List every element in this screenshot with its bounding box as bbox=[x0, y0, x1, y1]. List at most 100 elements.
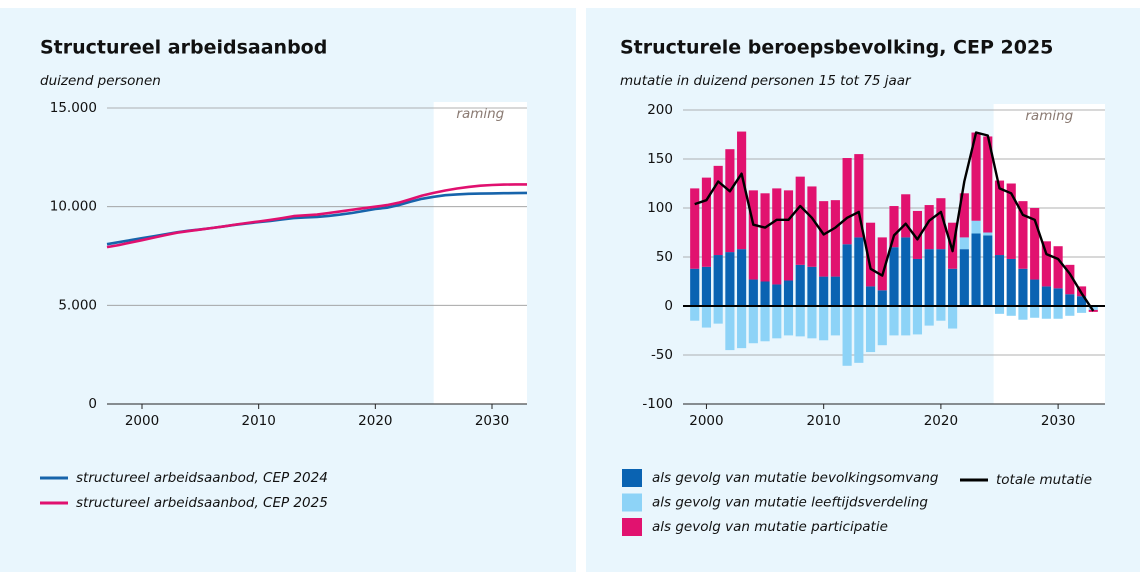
bar-segment bbox=[1030, 306, 1040, 318]
bar-segment bbox=[690, 268, 700, 306]
bar-segment bbox=[748, 190, 758, 280]
bar-segment bbox=[1076, 296, 1087, 306]
bar-segment bbox=[783, 280, 794, 306]
forecast-label: raming bbox=[456, 106, 504, 122]
bar-segment bbox=[725, 149, 735, 253]
x-tick-label: 2030 bbox=[475, 413, 509, 429]
bar-segment bbox=[865, 306, 876, 353]
series-line bbox=[106, 183, 527, 249]
y-tick-label: 100 bbox=[647, 200, 673, 216]
bar-segment bbox=[1041, 241, 1051, 287]
bar-segment bbox=[994, 306, 1005, 314]
bar-segment bbox=[772, 188, 782, 285]
bar-segment bbox=[807, 306, 817, 339]
bar-segment bbox=[1065, 264, 1075, 295]
bar-segment bbox=[877, 290, 887, 306]
bar-segment bbox=[783, 306, 794, 336]
bar-segment bbox=[807, 266, 817, 306]
bar-segment bbox=[807, 186, 817, 267]
bar-segment bbox=[1053, 306, 1063, 319]
legend-swatch bbox=[622, 518, 642, 536]
bar-segment bbox=[819, 201, 829, 277]
series-line bbox=[694, 131, 1095, 312]
bar-segment bbox=[959, 249, 969, 306]
y-tick-label: 15.000 bbox=[50, 100, 97, 116]
bar-segment bbox=[983, 232, 993, 236]
bar-segment bbox=[772, 284, 782, 306]
bar-segment bbox=[748, 279, 758, 306]
bar-segment bbox=[795, 176, 805, 265]
bar-segment bbox=[912, 258, 923, 306]
legend-swatch bbox=[622, 469, 642, 487]
bar-segment bbox=[795, 264, 805, 306]
bar-segment bbox=[924, 205, 934, 250]
bar-segment bbox=[912, 306, 923, 335]
chart-title: Structureel arbeidsaanbod bbox=[40, 37, 327, 59]
y-tick-label: -100 bbox=[642, 396, 673, 412]
bar-segment bbox=[842, 306, 852, 366]
bar-segment bbox=[936, 306, 946, 321]
chart-subtitle: mutatie in duizend personen 15 tot 75 ja… bbox=[620, 73, 912, 89]
bar-segment bbox=[783, 190, 794, 281]
x-tick-label: 2010 bbox=[241, 413, 275, 429]
y-tick-label: -50 bbox=[651, 347, 673, 363]
x-tick-label: 2010 bbox=[806, 413, 840, 429]
bar-segment bbox=[1076, 306, 1087, 313]
x-tick-label: 2030 bbox=[1041, 413, 1075, 429]
bar-segment bbox=[725, 306, 735, 351]
bar-segment bbox=[994, 255, 1005, 306]
bar-segment bbox=[854, 237, 864, 306]
legend-label: als gevolg van mutatie bevolkingsomvang bbox=[652, 470, 939, 486]
bar-segment bbox=[713, 165, 723, 256]
bar-segment bbox=[690, 188, 700, 269]
bar-segment bbox=[737, 249, 747, 306]
bar-segment bbox=[1030, 208, 1040, 280]
bar-segment bbox=[889, 206, 899, 248]
forecast-label: raming bbox=[1025, 108, 1073, 124]
x-tick-label: 2020 bbox=[358, 413, 392, 429]
bar-segment bbox=[1018, 306, 1028, 320]
bar-segment bbox=[1041, 286, 1051, 306]
bar-segment bbox=[865, 286, 876, 306]
bar-segment bbox=[877, 237, 887, 291]
y-tick-label: 150 bbox=[647, 151, 673, 167]
y-tick-label: 0 bbox=[664, 298, 673, 314]
bar-segment bbox=[772, 306, 782, 339]
bar-segment bbox=[830, 200, 840, 277]
bar-segment bbox=[830, 306, 840, 336]
bar-segment bbox=[701, 177, 712, 267]
bar-segment bbox=[760, 281, 770, 306]
x-tick-label: 2000 bbox=[689, 413, 723, 429]
y-tick-label: 5.000 bbox=[58, 297, 97, 313]
bar-segment bbox=[737, 131, 747, 250]
bar-segment bbox=[748, 306, 758, 344]
bar-segment bbox=[901, 306, 911, 336]
bar-segment bbox=[983, 136, 993, 233]
legend-swatch bbox=[622, 493, 642, 512]
bar-segment bbox=[865, 222, 876, 287]
bar-segment bbox=[819, 276, 829, 306]
chart-title: Structurele beroepsbevolking, CEP 2025 bbox=[620, 37, 1053, 59]
bar-segment bbox=[948, 306, 958, 329]
bar-segment bbox=[971, 220, 981, 234]
forecast-area bbox=[433, 102, 527, 404]
bar-segment bbox=[912, 210, 923, 259]
bar-segment bbox=[959, 193, 969, 238]
y-tick-label: 10.000 bbox=[50, 199, 97, 215]
bar-segment bbox=[842, 244, 852, 306]
legend-label: structureel arbeidsaanbod, CEP 2024 bbox=[76, 470, 328, 486]
legend-label: totale mutatie bbox=[996, 472, 1092, 488]
bar-segment bbox=[901, 237, 911, 306]
x-tick-label: 2000 bbox=[125, 413, 159, 429]
legend-label: als gevolg van mutatie participatie bbox=[652, 519, 888, 535]
bar-segment bbox=[725, 252, 735, 306]
legend-label: als gevolg van mutatie leeftijdsverdelin… bbox=[652, 495, 928, 511]
bar-segment bbox=[713, 255, 723, 306]
bar-segment bbox=[1088, 306, 1098, 310]
bar-segment bbox=[924, 306, 934, 326]
bar-segment bbox=[971, 233, 981, 306]
chart-subtitle: duizend personen bbox=[40, 73, 161, 89]
bar-segment bbox=[1065, 294, 1075, 306]
bar-segment bbox=[701, 266, 712, 306]
